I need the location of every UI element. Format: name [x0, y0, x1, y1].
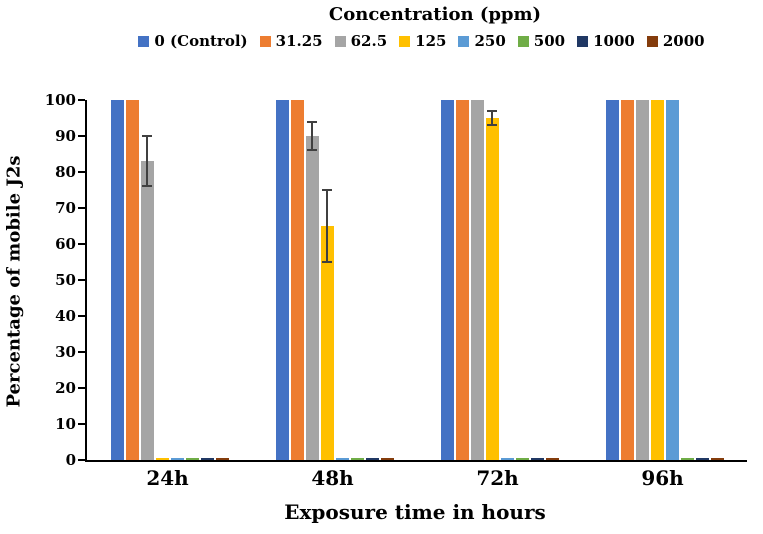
bar-group-48h: [252, 100, 417, 460]
bar-2000: [215, 458, 229, 460]
legend-item: 31.25: [259, 32, 323, 50]
bar-250: [665, 100, 679, 460]
error-bar: [326, 190, 328, 262]
bar-250: [170, 458, 184, 460]
x-axis-tick-labels: 24h 48h 72h 96h: [85, 466, 745, 490]
bar-2000: [380, 458, 394, 460]
legend-item: 500: [517, 32, 566, 50]
y-tick-label: 100: [44, 91, 76, 109]
bar-62-5: [470, 100, 484, 460]
legend-label: 1000: [593, 32, 635, 50]
legend-label: 31.25: [275, 32, 323, 50]
bar-group-96h: [582, 100, 747, 460]
legend: 0 (Control) 31.25 62.5 125 250 500 1000 2000: [80, 32, 763, 50]
y-tick-mark: [78, 243, 85, 245]
bar-1000: [200, 458, 214, 460]
y-tick-mark: [78, 423, 85, 425]
legend-item: 125: [399, 32, 446, 50]
bar-1000: [530, 458, 544, 460]
legend-swatch: [646, 35, 658, 47]
legend-swatch: [517, 35, 529, 47]
x-tick-label: 72h: [476, 466, 519, 490]
bar-1000: [695, 458, 709, 460]
y-tick-label: 80: [55, 163, 76, 181]
bar-500: [680, 458, 694, 460]
legend-swatch: [259, 35, 271, 47]
bar-250: [335, 458, 349, 460]
legend-label: 125: [415, 32, 447, 50]
y-tick-mark: [78, 279, 85, 281]
y-tick-mark: [78, 171, 85, 173]
legend-item: 250: [458, 32, 506, 50]
y-tick-mark: [78, 135, 85, 137]
bar-62-5: [305, 121, 319, 460]
y-tick-label: 40: [55, 307, 76, 325]
legend-item: 0 (Control): [138, 32, 248, 50]
y-axis-tick-labels: 0 10 20 30 40 50 60 70 80 90 100: [0, 91, 76, 469]
bar-125: [485, 110, 499, 460]
bar-125: [320, 190, 334, 460]
y-tick-label: 20: [55, 379, 76, 397]
legend-label: 0 (Control): [154, 32, 248, 50]
legend-swatch: [577, 35, 589, 47]
bar-1000: [365, 458, 379, 460]
y-tick-mark: [78, 387, 85, 389]
bar-31-25: [290, 100, 304, 460]
y-tick-label: 0: [65, 451, 76, 469]
legend-label: 250: [474, 32, 506, 50]
legend-item: 62.5: [334, 32, 388, 50]
bar-62-5: [140, 136, 154, 460]
legend-item: 2000: [646, 32, 705, 50]
y-tick-mark: [78, 207, 85, 209]
bar-125: [650, 100, 664, 460]
x-tick-label: 24h: [146, 466, 189, 490]
y-tick-label: 90: [55, 127, 76, 145]
y-tick-label: 50: [55, 271, 76, 289]
legend-swatch: [399, 35, 411, 47]
bar-31-25: [620, 100, 634, 460]
y-tick-label: 10: [55, 415, 76, 433]
legend-swatch: [458, 35, 470, 47]
bar-62-5: [635, 100, 649, 460]
y-tick-mark: [78, 99, 85, 101]
x-axis-label: Exposure time in hours: [284, 500, 546, 524]
y-tick-mark: [78, 315, 85, 317]
bar-31-25: [455, 100, 469, 460]
bar-0-control-: [275, 100, 289, 460]
bar-2000: [710, 458, 724, 460]
y-tick-label: 30: [55, 343, 76, 361]
y-tick-mark: [78, 351, 85, 353]
bar-500: [515, 458, 529, 460]
bar-250: [500, 458, 514, 460]
bar-0-control-: [110, 100, 124, 460]
x-tick-label: 48h: [311, 466, 354, 490]
x-tick-label: 96h: [641, 466, 684, 490]
legend-item: 1000: [577, 32, 635, 50]
y-tick-label: 70: [55, 199, 76, 217]
error-bar: [311, 121, 313, 151]
legend-title: Concentration (ppm): [328, 4, 542, 25]
legend-swatch: [138, 35, 150, 47]
bar-group-72h: [417, 100, 582, 460]
bar-125: [155, 458, 169, 460]
bar-31-25: [125, 100, 139, 460]
bar-0-control-: [440, 100, 454, 460]
bar-2000: [545, 458, 559, 460]
bar-500: [350, 458, 364, 460]
legend-label: 500: [533, 32, 566, 50]
error-bar: [146, 136, 148, 187]
y-tick-mark: [78, 459, 85, 461]
error-bar: [491, 110, 493, 126]
bar-group-24h: [87, 100, 252, 460]
legend-label: 2000: [662, 32, 705, 50]
legend-swatch: [334, 35, 346, 47]
y-tick-label: 60: [55, 235, 76, 253]
bar-500: [185, 458, 199, 460]
legend-label: 62.5: [350, 32, 388, 50]
plot-area: [78, 99, 747, 462]
bar-0-control-: [605, 100, 619, 460]
